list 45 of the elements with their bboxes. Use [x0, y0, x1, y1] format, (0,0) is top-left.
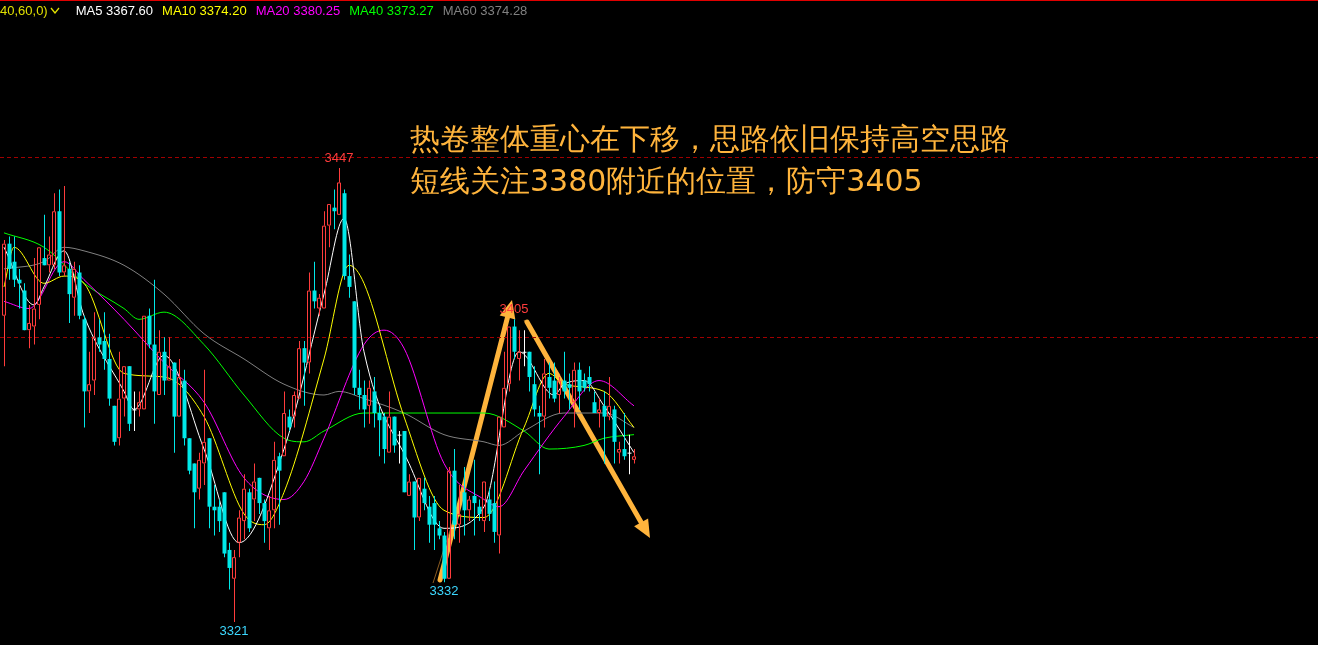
candlestick — [252, 463, 256, 522]
candlestick — [537, 405, 542, 475]
text: 热卷整体重心在下移，思路依旧保持高空思路 — [410, 120, 1010, 158]
candlestick — [87, 351, 91, 414]
text: 3447 — [324, 150, 354, 166]
candlestick — [482, 481, 486, 532]
candlestick — [267, 495, 271, 550]
candlestick — [37, 247, 41, 320]
candlestick — [282, 391, 286, 457]
text: MA60 3374.28 — [442, 3, 528, 18]
candlestick — [507, 326, 511, 392]
candlestick — [572, 362, 576, 428]
candlestick — [337, 168, 341, 215]
candlestick — [387, 391, 391, 453]
candlestick — [407, 474, 411, 496]
candlestick — [447, 467, 451, 579]
candlestick — [627, 434, 632, 475]
candlestick — [2, 240, 6, 367]
text: 3321 — [219, 623, 249, 639]
candlestick — [542, 358, 546, 428]
candlestick — [457, 485, 461, 543]
text: MA40 3373.27 — [349, 3, 434, 18]
candlestick — [72, 261, 76, 316]
candlestick — [92, 312, 96, 395]
candlestick — [472, 459, 477, 536]
candlestick — [617, 441, 621, 464]
candlestick — [177, 358, 181, 417]
annotation: 短线关注3380附近的位置，防守3405 — [410, 162, 924, 200]
text: MA5 3367.60 — [75, 3, 154, 18]
candlestick — [597, 398, 601, 428]
legend-title: 40,60,0) — [0, 3, 48, 18]
candlestick — [517, 330, 521, 381]
candlestick — [397, 431, 402, 464]
candlestick — [157, 330, 161, 395]
text: MA20 3380.25 — [255, 3, 341, 18]
candlestick — [167, 337, 171, 381]
candlestick — [367, 380, 371, 424]
candlestick — [522, 330, 527, 367]
candlestick — [232, 549, 236, 622]
candlestick — [307, 272, 311, 374]
candlestick — [327, 204, 331, 248]
candlestick — [132, 391, 137, 432]
candlestick — [272, 441, 276, 529]
text: 3332 — [429, 583, 459, 599]
text: MA10 3374.20 — [162, 3, 247, 18]
